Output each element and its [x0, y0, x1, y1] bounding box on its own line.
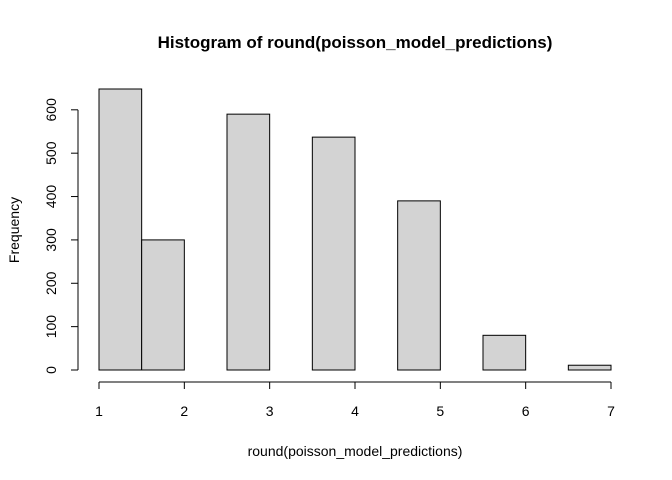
y-tick-label: 0 [43, 366, 59, 374]
x-tick-label: 3 [266, 403, 274, 419]
x-axis-label: round(poisson_model_predictions) [248, 443, 463, 459]
y-tick-label: 100 [43, 315, 59, 339]
x-tick-label: 1 [95, 403, 103, 419]
y-tick-label: 400 [43, 185, 59, 209]
y-tick-label: 500 [43, 141, 59, 165]
x-tick-label: 7 [607, 403, 615, 419]
histogram-bar [567, 364, 612, 371]
chart-title: Histogram of round(poisson_model_predict… [158, 33, 553, 52]
y-tick-label: 300 [43, 228, 59, 252]
x-axis: 1 2 3 4 5 6 7 [95, 381, 615, 419]
histogram-bar [98, 88, 143, 371]
x-tick-label: 2 [180, 403, 188, 419]
histogram-bar [226, 113, 271, 371]
y-axis-label: Frequency [6, 197, 22, 263]
x-tick-label: 4 [351, 403, 359, 419]
y-tick-label: 200 [43, 271, 59, 295]
histogram-bar [311, 136, 356, 371]
histogram-bar [397, 200, 441, 371]
y-axis: 0 100 200 300 400 500 600 [43, 98, 79, 374]
histogram-bar [482, 334, 527, 371]
histogram-bar [141, 239, 185, 371]
x-tick-label: 6 [522, 403, 530, 419]
y-tick-label: 600 [43, 98, 59, 122]
x-tick-label: 5 [436, 403, 444, 419]
bars-group [98, 88, 612, 371]
